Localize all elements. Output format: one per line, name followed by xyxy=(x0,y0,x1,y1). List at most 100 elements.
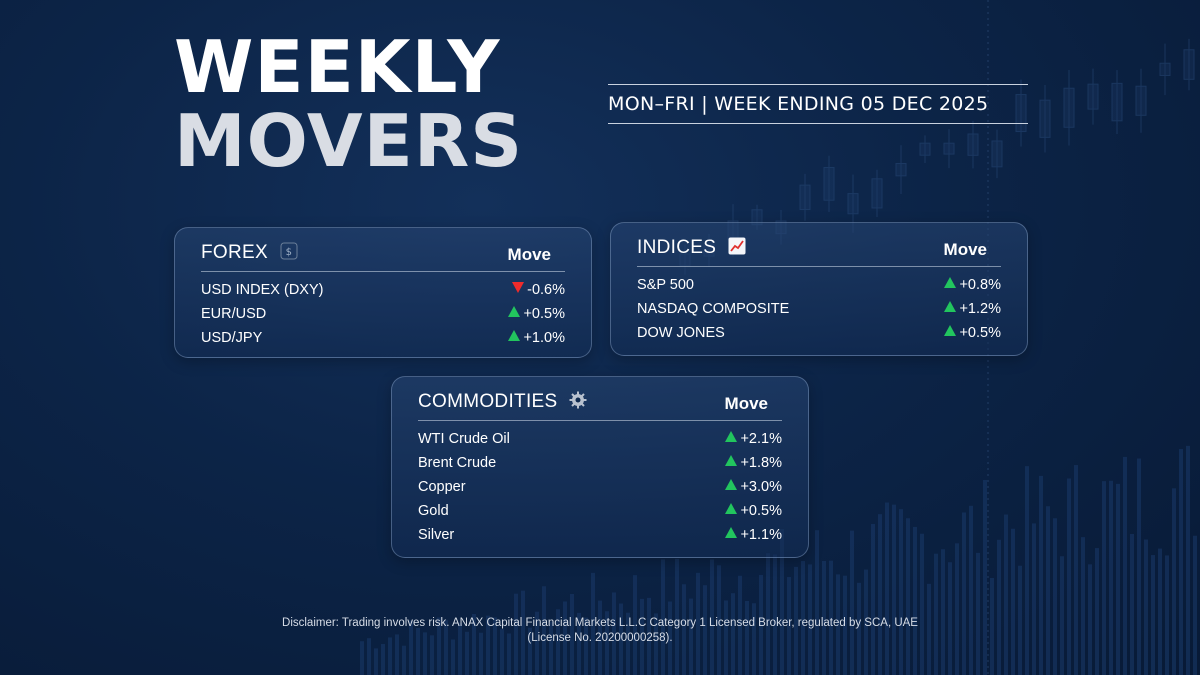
move-value: +0.5% xyxy=(944,325,1001,341)
background-volume-bar xyxy=(549,621,553,675)
background-volume-bar xyxy=(640,598,644,675)
gear-icon xyxy=(569,391,587,415)
background-volume-bar xyxy=(360,641,364,675)
background-volume-bar xyxy=(955,543,959,675)
move-value: +3.0% xyxy=(725,479,782,495)
background-candle-body xyxy=(1111,82,1123,122)
background-volume-bar xyxy=(1011,528,1015,675)
background-volume-bar xyxy=(542,586,546,675)
currency-exchange-icon: $ xyxy=(280,242,298,266)
background-volume-bar xyxy=(1032,523,1036,675)
background-volume-bar xyxy=(864,569,868,675)
indices-card-header: INDICES Move xyxy=(637,237,1001,267)
background-volume-bar xyxy=(794,566,798,675)
move-percent: +0.8% xyxy=(959,277,1001,293)
background-volume-bar xyxy=(857,582,861,675)
instrument-name: DOW JONES xyxy=(637,325,725,341)
move-value: +0.8% xyxy=(944,277,1001,293)
move-percent: -0.6% xyxy=(527,282,565,298)
background-volume-bar xyxy=(675,558,679,675)
instrument-name: EUR/USD xyxy=(201,306,267,322)
table-row: S&P 500 +0.8% xyxy=(637,277,1001,301)
chart-increasing-icon xyxy=(728,237,746,261)
indices-rows: S&P 500 +0.8% NASDAQ COMPOSITE +1.2% DOW… xyxy=(637,277,1001,349)
background-candle-body xyxy=(1039,99,1051,138)
arrow-down-icon xyxy=(512,282,525,293)
background-volume-bar xyxy=(409,620,413,675)
background-volume-bar xyxy=(689,598,693,675)
background-volume-bar xyxy=(507,633,511,675)
background-volume-bar xyxy=(661,559,665,675)
background-volume-bar xyxy=(1151,555,1155,675)
table-row: NASDAQ COMPOSITE +1.2% xyxy=(637,301,1001,325)
background-volume-bar xyxy=(535,611,539,675)
background-candle-body xyxy=(919,142,931,156)
forex-card-header: FOREX $ Move xyxy=(201,242,565,272)
disclaimer-text: Disclaimer: Trading involves risk. ANAX … xyxy=(282,617,918,644)
commodities-rows: WTI Crude Oil +2.1% Brent Crude +1.8% Co… xyxy=(418,431,782,551)
background-volume-bar xyxy=(500,629,504,675)
background-volume-bar xyxy=(563,601,567,675)
commodities-card: COMMODITIES xyxy=(391,376,809,558)
title-line-weekly: WEEKLY xyxy=(174,25,501,109)
table-row: EUR/USD +0.5% xyxy=(201,306,565,330)
commodities-title-text: COMMODITIES xyxy=(418,391,558,412)
background-volume-bar xyxy=(1109,480,1113,675)
background-candle-body xyxy=(1183,49,1195,80)
table-row: Brent Crude +1.8% xyxy=(418,455,782,479)
background-volume-bar xyxy=(815,530,819,675)
background-volume-bar xyxy=(479,632,483,675)
background-candle-body xyxy=(967,133,979,156)
background-volume-bar xyxy=(591,572,595,675)
background-volume-bar xyxy=(752,603,756,675)
background-volume-bar xyxy=(1039,475,1043,675)
background-volume-bar xyxy=(556,609,560,675)
background-volume-bar xyxy=(1186,445,1190,675)
background-volume-bar xyxy=(969,505,973,675)
table-row: USD/JPY +1.0% xyxy=(201,330,565,354)
background-candle-body xyxy=(1087,83,1099,110)
background-candle-body xyxy=(895,163,907,177)
background-volume-bar xyxy=(1172,488,1176,675)
move-percent: +1.0% xyxy=(523,330,565,346)
move-percent: +0.5% xyxy=(523,306,565,322)
background-candle-body xyxy=(799,184,811,210)
background-volume-bar xyxy=(388,637,392,675)
background-volume-bar xyxy=(829,560,833,675)
background-volume-bars xyxy=(360,445,1197,675)
table-row: USD INDEX (DXY) -0.6% xyxy=(201,282,565,306)
forex-title-text: FOREX xyxy=(201,242,268,263)
background-volume-bar xyxy=(465,631,469,675)
background-volume-bar xyxy=(962,512,966,675)
background-volume-bar xyxy=(731,593,735,675)
background-volume-bar xyxy=(612,592,616,675)
background-volume-bar xyxy=(934,553,938,675)
background-volume-bar xyxy=(990,578,994,675)
instrument-name: NASDAQ COMPOSITE xyxy=(637,301,790,317)
background-volume-bar xyxy=(941,549,945,675)
background-volume-bar xyxy=(1004,514,1008,675)
background-volume-bar xyxy=(1130,533,1134,675)
background-volume-bar xyxy=(1074,465,1078,675)
background-volume-bar xyxy=(472,613,476,675)
background-candle-body xyxy=(1063,87,1075,128)
background-volume-bar xyxy=(696,572,700,675)
instrument-name: WTI Crude Oil xyxy=(418,431,510,447)
background-volume-bar xyxy=(1081,537,1085,675)
instrument-name: USD INDEX (DXY) xyxy=(201,282,324,298)
background-volume-bar xyxy=(1046,506,1050,675)
background-volume-bar xyxy=(787,577,791,675)
background-candle-body xyxy=(991,140,1003,168)
arrow-up-icon xyxy=(725,455,738,466)
commodities-card-header: COMMODITIES xyxy=(418,391,782,421)
background-volume-bar xyxy=(416,628,420,675)
background-candle-body xyxy=(943,142,955,155)
background-volume-bar xyxy=(906,518,910,675)
move-percent: +0.5% xyxy=(959,325,1001,341)
background-volume-bar xyxy=(402,645,406,675)
background-volume-bar xyxy=(808,564,812,675)
move-value: +0.5% xyxy=(508,306,565,322)
background-volume-bar xyxy=(836,574,840,675)
commodities-move-header: Move xyxy=(724,394,768,413)
